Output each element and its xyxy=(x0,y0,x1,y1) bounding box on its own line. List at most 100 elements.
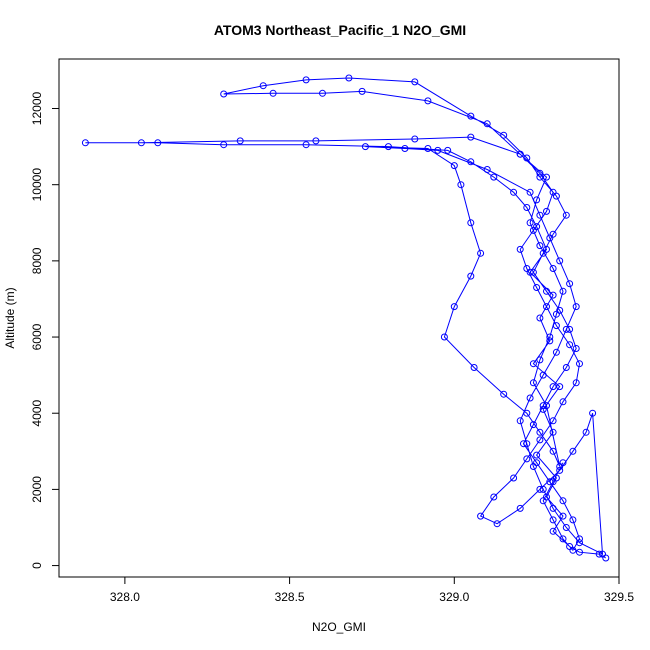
y-tick-label: 4000 xyxy=(30,400,44,427)
y-tick-label: 0 xyxy=(30,562,44,569)
data-point xyxy=(490,173,498,181)
chart-title: ATOM3 Northeast_Pacific_1 N2O_GMI xyxy=(214,22,466,38)
series-layer xyxy=(81,74,610,562)
data-point xyxy=(516,245,524,253)
data-point xyxy=(549,291,557,299)
data-point xyxy=(546,478,554,486)
data-point xyxy=(559,287,567,295)
data-point xyxy=(523,409,531,417)
x-tick-label: 328.5 xyxy=(275,590,305,604)
data-point xyxy=(539,485,547,493)
data-point xyxy=(546,333,554,341)
data-point xyxy=(467,158,475,166)
data-point xyxy=(523,265,531,272)
data-point xyxy=(467,219,475,227)
data-point xyxy=(384,143,392,151)
data-point xyxy=(595,550,603,558)
data-point xyxy=(576,360,583,368)
data-point xyxy=(467,272,475,280)
data-point xyxy=(572,345,580,352)
data-point xyxy=(559,398,567,406)
data-point xyxy=(533,451,541,459)
data-point xyxy=(523,204,531,211)
data-point xyxy=(562,325,570,333)
data-point xyxy=(539,402,547,410)
data-point xyxy=(536,242,544,250)
data-point xyxy=(556,257,564,265)
data-point xyxy=(562,211,570,219)
data-point xyxy=(523,154,531,162)
x-tick-label: 329.5 xyxy=(604,590,634,604)
data-point xyxy=(559,497,567,505)
data-point xyxy=(526,188,534,196)
data-point xyxy=(549,527,557,535)
data-point xyxy=(526,219,534,227)
x-tick-label: 329.0 xyxy=(439,590,469,604)
data-point xyxy=(549,230,557,238)
data-point xyxy=(477,512,485,520)
data-point xyxy=(411,78,419,86)
data-point xyxy=(457,181,465,189)
data-point xyxy=(493,520,501,528)
data-point xyxy=(539,497,547,505)
data-point xyxy=(440,333,448,341)
data-point xyxy=(559,535,567,543)
data-point xyxy=(549,428,557,436)
data-point xyxy=(556,306,564,314)
data-point xyxy=(319,89,326,97)
data-point xyxy=(599,550,606,558)
data-point xyxy=(569,546,577,554)
data-point xyxy=(536,436,544,444)
data-point xyxy=(529,379,537,387)
x-axis-label: N2O_GMI xyxy=(312,620,366,634)
data-point xyxy=(572,303,580,311)
data-point xyxy=(81,139,89,147)
y-tick-label: 12000 xyxy=(30,92,44,126)
data-point xyxy=(516,417,524,425)
data-point xyxy=(220,90,228,98)
data-point xyxy=(470,364,478,371)
data-point xyxy=(576,535,583,543)
data-point xyxy=(520,440,527,448)
y-tick-label: 6000 xyxy=(30,323,44,350)
data-point xyxy=(543,303,550,311)
data-point xyxy=(549,383,557,391)
y-axis-label: Altitude (m) xyxy=(3,287,17,348)
data-point xyxy=(220,141,228,149)
data-point xyxy=(549,447,557,455)
data-point xyxy=(536,485,544,493)
data-point xyxy=(510,188,518,196)
data-point xyxy=(361,143,369,151)
data-point xyxy=(154,139,162,147)
data-point xyxy=(582,428,590,436)
data-point xyxy=(552,322,560,330)
data-point xyxy=(536,428,544,436)
data-point xyxy=(450,162,458,170)
data-point xyxy=(401,145,409,152)
data-point xyxy=(529,421,537,429)
y-tick-label: 10000 xyxy=(30,168,44,202)
data-point xyxy=(572,379,580,387)
data-point xyxy=(500,131,508,139)
data-point xyxy=(556,466,564,474)
data-point xyxy=(345,74,353,82)
data-point xyxy=(477,249,485,257)
series-line xyxy=(85,77,607,559)
data-point xyxy=(549,417,557,425)
data-point xyxy=(562,524,570,531)
x-axis: 328.0 328.5 329.0 329.5 xyxy=(110,577,634,604)
data-point xyxy=(533,459,541,467)
data-point xyxy=(529,360,537,368)
data-point xyxy=(411,135,419,143)
data-point xyxy=(536,356,544,364)
data-point xyxy=(434,146,442,154)
data-point xyxy=(516,504,524,512)
data-point xyxy=(552,348,560,356)
data-point xyxy=(302,76,310,84)
data-point xyxy=(269,89,277,97)
data-point xyxy=(516,150,524,158)
data-point xyxy=(566,341,574,349)
plot-frame xyxy=(58,58,620,578)
